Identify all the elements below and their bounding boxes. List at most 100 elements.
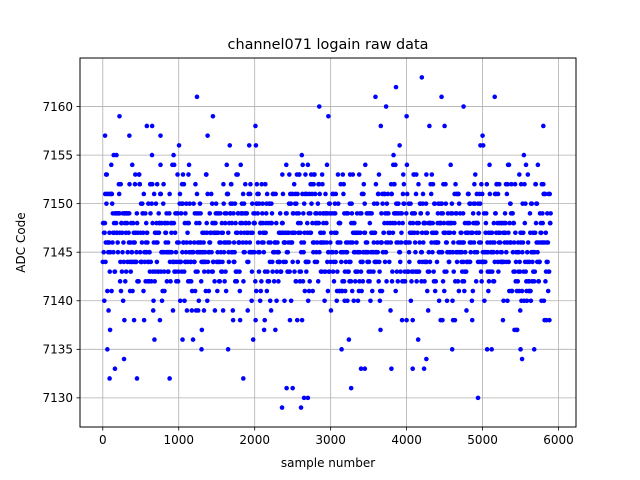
data-point xyxy=(191,201,196,206)
data-point xyxy=(187,240,193,245)
data-point xyxy=(186,220,192,226)
data-point xyxy=(267,298,273,304)
data-point xyxy=(159,298,165,304)
data-point xyxy=(415,230,420,236)
data-point xyxy=(382,259,388,265)
data-point xyxy=(461,240,467,245)
data-point xyxy=(247,191,253,197)
data-point-outlier xyxy=(241,376,246,381)
data-point-outlier xyxy=(541,123,546,129)
data-point xyxy=(432,288,438,294)
data-point xyxy=(249,269,255,274)
data-point xyxy=(441,288,447,294)
data-point xyxy=(487,191,493,197)
data-point xyxy=(168,279,173,284)
x-tick-label: 0 xyxy=(99,433,107,447)
data-point xyxy=(212,279,217,284)
data-point xyxy=(413,249,418,255)
data-point xyxy=(150,220,155,226)
data-point xyxy=(215,230,221,236)
data-point xyxy=(422,279,427,284)
data-point-outlier xyxy=(205,133,210,138)
data-point xyxy=(305,298,311,304)
data-point xyxy=(340,172,346,177)
data-point xyxy=(357,279,362,284)
data-point xyxy=(459,249,465,255)
data-point xyxy=(378,327,383,333)
data-point xyxy=(299,152,305,158)
data-point xyxy=(315,279,321,284)
data-point xyxy=(407,240,412,245)
data-point xyxy=(449,201,455,206)
data-point xyxy=(155,240,160,245)
data-point xyxy=(102,298,107,304)
data-point xyxy=(469,298,475,304)
data-point xyxy=(423,201,429,206)
data-point xyxy=(229,181,234,187)
data-point xyxy=(487,162,492,168)
data-point xyxy=(134,220,140,226)
data-point xyxy=(259,181,264,187)
data-point xyxy=(215,249,220,255)
data-point xyxy=(330,249,336,255)
data-point xyxy=(101,249,106,255)
data-point xyxy=(345,298,350,304)
data-point xyxy=(269,211,275,216)
data-point-outlier xyxy=(149,123,155,129)
data-point xyxy=(109,191,115,197)
data-point xyxy=(283,259,288,265)
data-point xyxy=(396,201,401,206)
data-point xyxy=(324,162,330,168)
data-point xyxy=(496,269,501,274)
data-point xyxy=(295,259,301,265)
data-point xyxy=(474,249,480,255)
data-point xyxy=(240,191,246,197)
data-point-outlier xyxy=(199,347,204,352)
data-point xyxy=(466,220,472,226)
data-point xyxy=(333,249,339,255)
data-point-outlier xyxy=(225,347,231,352)
data-point-outlier xyxy=(427,123,432,129)
data-point xyxy=(257,298,263,304)
data-point xyxy=(436,298,442,304)
data-point xyxy=(479,279,484,284)
data-point xyxy=(453,181,458,187)
data-point xyxy=(459,230,464,236)
data-point xyxy=(113,220,119,226)
data-point xyxy=(343,259,349,265)
data-point xyxy=(133,259,139,265)
data-point xyxy=(374,201,380,206)
data-point xyxy=(439,249,445,255)
y-tick-label: 7130 xyxy=(42,391,73,405)
data-point xyxy=(389,191,395,197)
data-point xyxy=(223,288,229,294)
data-point xyxy=(246,143,252,148)
data-point xyxy=(348,279,354,284)
data-point xyxy=(249,298,254,304)
data-point xyxy=(139,240,145,245)
data-point xyxy=(123,269,129,274)
data-point xyxy=(160,201,166,206)
data-point xyxy=(406,249,412,255)
data-point xyxy=(534,201,540,206)
data-point xyxy=(303,172,308,177)
data-point xyxy=(257,249,262,255)
data-point xyxy=(401,181,407,187)
data-point xyxy=(504,191,510,197)
data-point xyxy=(172,230,178,236)
data-point xyxy=(115,240,120,245)
data-point xyxy=(394,269,400,274)
data-point-outlier xyxy=(519,356,525,362)
data-point xyxy=(507,220,512,226)
data-point xyxy=(148,259,154,265)
data-point xyxy=(274,269,280,274)
data-point xyxy=(334,230,339,236)
data-point xyxy=(201,240,206,245)
data-point xyxy=(312,191,318,197)
data-point-outlier xyxy=(461,104,466,109)
data-point xyxy=(426,269,432,274)
data-point xyxy=(413,191,419,197)
data-point xyxy=(428,191,434,197)
data-point xyxy=(301,201,307,206)
data-point xyxy=(153,201,159,206)
